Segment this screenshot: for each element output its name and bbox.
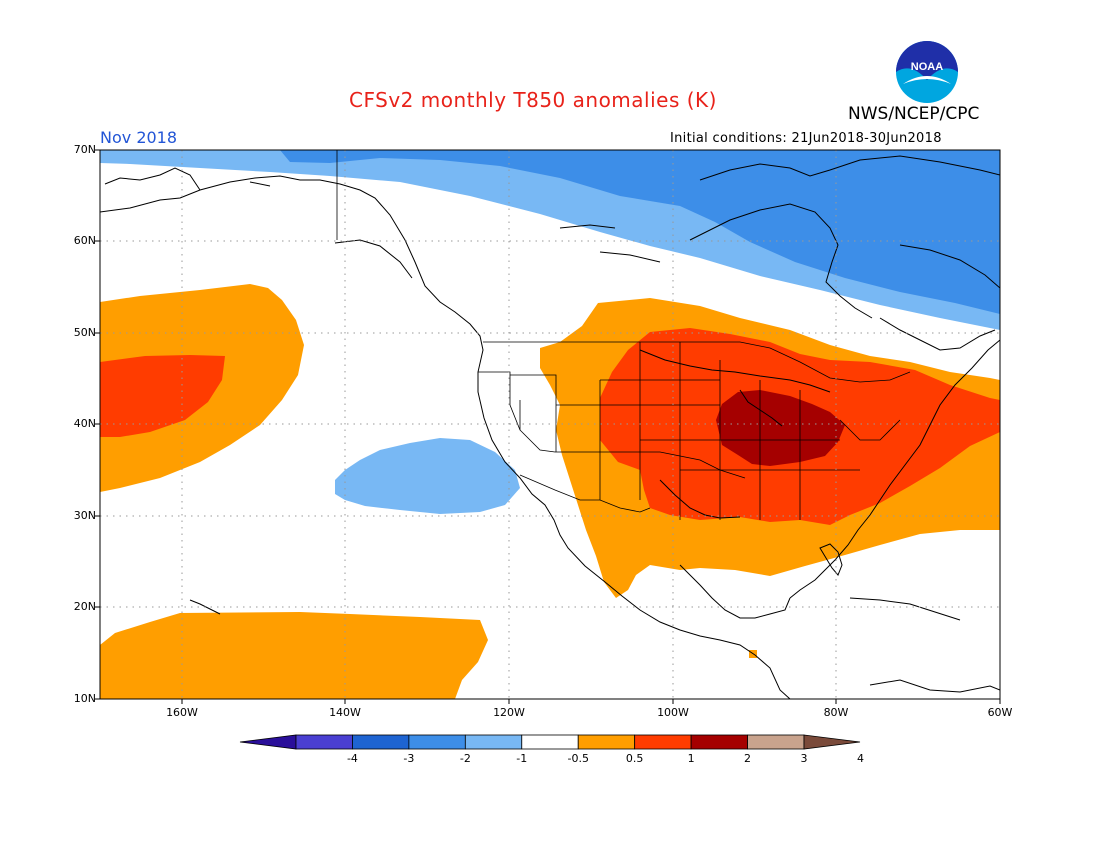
lat-label-30n: 30N	[73, 509, 96, 522]
colorbar-swatch	[577, 734, 636, 750]
lat-label-70n: 70N	[73, 143, 96, 156]
lat-label-50n: 50N	[73, 326, 96, 339]
pacific-cool-region	[335, 438, 520, 514]
axis-ticks	[95, 149, 1001, 704]
lon-label-120w: 120W	[493, 706, 525, 719]
map-title: CFSv2 monthly T850 anomalies (K)	[349, 88, 717, 112]
lon-label-80w: 80W	[823, 706, 849, 719]
colorbar-tick-label: 4	[856, 752, 864, 765]
noaa-logo-icon: NOAA	[896, 41, 958, 103]
colorbar-tick-label: -3	[403, 752, 415, 765]
logo-text: NOAA	[911, 61, 943, 73]
lon-label-140w: 140W	[329, 706, 361, 719]
colorbar-tick-label: -0.5	[567, 752, 589, 765]
colorbar-tick-label: -2	[459, 752, 471, 765]
colorbar-tick-label: 2	[744, 752, 752, 765]
organization-label: NWS/NCEP/CPC	[848, 104, 980, 124]
graticule	[100, 150, 1000, 699]
colorbar-tick-label: 1	[687, 752, 695, 765]
colorbar-swatch	[295, 734, 353, 750]
colorbar-tick-label: -1	[516, 752, 528, 765]
colorbar-tick-label: 0.5	[625, 752, 644, 765]
subtropical-warm-region	[100, 612, 488, 699]
continent-extreme-region	[716, 390, 845, 466]
pacific-hot-region	[100, 355, 225, 437]
colorbar-swatch	[352, 734, 410, 750]
lat-label-20n: 20N	[73, 600, 96, 613]
colorbar-swatch	[408, 734, 466, 750]
lat-label-60n: 60N	[73, 234, 96, 247]
month-label: Nov 2018	[100, 128, 178, 147]
colorbar-swatch	[634, 734, 692, 750]
lon-label-60w: 60W	[987, 706, 1013, 719]
colorbar	[239, 734, 861, 750]
lon-label-100w: 100W	[657, 706, 689, 719]
colorbar-tick-label: 3	[800, 752, 808, 765]
colorbar-swatch	[747, 734, 805, 750]
political-borders	[336, 150, 911, 520]
colorbar-swatch	[521, 734, 579, 750]
initial-conditions-label: Initial conditions: 21Jun2018-30Jun2018	[670, 131, 942, 146]
colorbar-swatch	[464, 734, 523, 750]
lon-label-160w: 160W	[166, 706, 198, 719]
colorbar-tick-label: -4	[346, 752, 358, 765]
lat-label-40n: 40N	[73, 417, 96, 430]
lat-label-10n: 10N	[73, 692, 96, 705]
cold-region-medium	[280, 150, 1000, 314]
colorbar-min-arrow	[239, 734, 297, 750]
colorbar-swatch	[690, 734, 748, 750]
colorbar-max-arrow	[803, 734, 861, 750]
